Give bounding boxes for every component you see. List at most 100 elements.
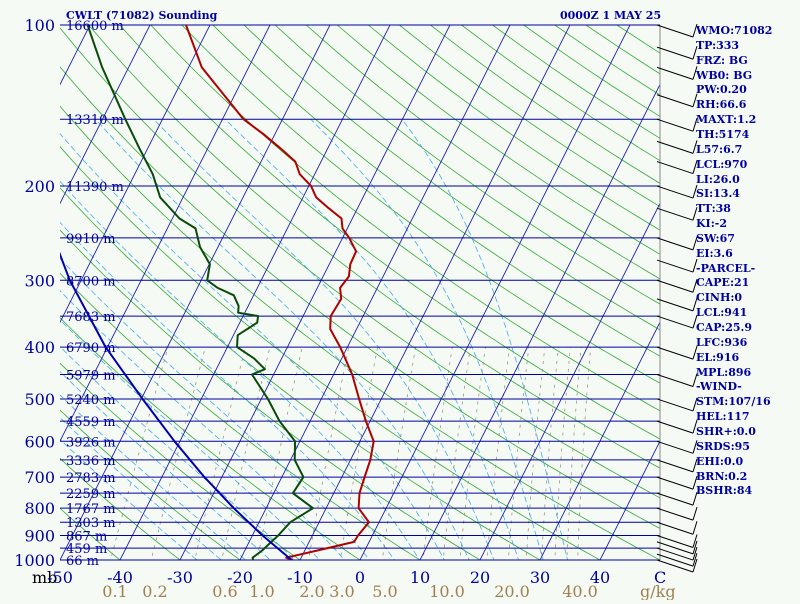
wind-barb <box>657 162 693 174</box>
height-label: 6790 m <box>66 341 116 356</box>
wind-barb <box>657 477 693 489</box>
mixing-ratio-tick-label: 40.0 <box>562 582 598 600</box>
chart-title: CWLT (71082) Sounding <box>66 9 217 22</box>
pressure-tick-label: 500 <box>24 390 55 409</box>
index-item: CAP:25.9 <box>696 322 752 334</box>
index-item: BRN:0.2 <box>696 471 747 483</box>
mixing-ratio-unit-label: g/kg <box>640 582 676 600</box>
index-item: PW:0.20 <box>696 84 747 96</box>
temperature-tick-label: -50 <box>47 568 73 587</box>
mixing-ratio-tick-label: 0.6 <box>212 582 237 600</box>
wind-barb <box>657 374 693 386</box>
wind-barb <box>657 67 693 79</box>
wind-barb <box>657 347 693 359</box>
wind-barb <box>657 548 693 560</box>
wind-barb <box>657 316 693 328</box>
pressure-tick-label: 100 <box>24 16 55 35</box>
index-item: STM:107/16 <box>696 396 771 408</box>
index-item: CAPE:21 <box>696 277 749 289</box>
pressure-tick-label: 900 <box>24 527 55 546</box>
index-item: BSHR:84 <box>696 485 752 497</box>
height-label: 5240 m <box>66 393 116 408</box>
pressure-tick-label: 700 <box>24 468 55 487</box>
wind-barb <box>657 460 693 472</box>
index-item: LCL:970 <box>696 159 747 171</box>
index-item: EI:3.6 <box>696 248 733 260</box>
index-item: SI:13.4 <box>696 188 740 200</box>
wind-barb <box>657 522 693 534</box>
wind-barb <box>657 260 693 272</box>
index-item: MPL:896 <box>696 367 751 379</box>
height-label: 4559 m <box>66 415 116 430</box>
mixing-ratio-tick-label: 5.0 <box>372 582 397 600</box>
index-item: TT:38 <box>696 203 731 215</box>
mixing-ratio-tick-label: 20.0 <box>494 582 530 600</box>
mixing-ratio-tick-label: 1.0 <box>249 582 274 600</box>
pressure-tick-label: 300 <box>24 271 55 290</box>
wind-barb-flag <box>693 535 697 548</box>
wind-barb <box>657 280 693 292</box>
index-item: EHI:0.0 <box>696 456 743 468</box>
index-item: WB0: BG <box>696 70 752 82</box>
mixing-ratio-tick-label: 0.2 <box>142 582 167 600</box>
height-label: 2259 m <box>66 487 116 502</box>
mixing-ratio-tick-label: 2.0 <box>299 582 324 600</box>
wind-barb <box>657 141 693 153</box>
index-item: CINH:0 <box>696 292 742 304</box>
wind-barbs <box>657 24 697 572</box>
plot-area <box>60 25 660 560</box>
index-item: HEL:117 <box>696 411 750 423</box>
height-label: 5979 m <box>66 368 116 383</box>
temperature-tick-label: 0 <box>355 568 365 587</box>
temperature-tick-label: -30 <box>167 568 193 587</box>
wind-barb <box>657 493 693 505</box>
wind-barb <box>657 25 693 37</box>
index-item: L57:6.7 <box>696 144 742 156</box>
index-item: WMO:71082 <box>696 25 772 37</box>
index-item: EL:916 <box>696 352 739 364</box>
index-item: LCL:941 <box>696 307 747 319</box>
wind-barb <box>657 208 693 220</box>
index-item: KI:-2 <box>696 218 727 230</box>
pressure-tick-label: 400 <box>24 338 55 357</box>
index-item: MAXT:1.2 <box>696 114 756 126</box>
wind-barb <box>657 399 693 411</box>
index-item: TP:333 <box>696 40 739 52</box>
wind-barb-flag <box>693 507 697 520</box>
pressure-tick-label: 200 <box>24 177 55 196</box>
height-label: 8700 m <box>66 274 116 289</box>
index-item: SW:67 <box>696 233 735 245</box>
index-item: SRDS:95 <box>696 441 750 453</box>
height-label: 3926 m <box>66 435 116 450</box>
height-label: 66 m <box>66 554 99 569</box>
wind-barb <box>657 186 693 198</box>
wind-barb <box>657 554 693 566</box>
pressure-tick-label: 600 <box>24 432 55 451</box>
index-item: RH:66.6 <box>696 99 746 111</box>
height-label: 11390 m <box>66 180 124 195</box>
height-label: 9910 m <box>66 232 116 247</box>
wind-barb <box>657 47 693 59</box>
index-item: TH:5174 <box>696 129 749 141</box>
height-label: 2783 m <box>66 471 116 486</box>
wind-barb <box>657 119 693 131</box>
index-item: FRZ: BG <box>696 55 748 67</box>
wind-barb <box>657 238 693 250</box>
index-item: LFC:936 <box>696 337 747 349</box>
mixing-ratio-tick-label: 10.0 <box>429 582 465 600</box>
mixing-ratio-tick-label: 0.1 <box>102 582 127 600</box>
mixing-ratio-tick-label: 3.0 <box>329 582 354 600</box>
temperature-tick-label: 10 <box>410 568 430 587</box>
index-item: -WIND- <box>696 381 742 393</box>
temperature-tick-label: 20 <box>470 568 490 587</box>
wind-barb <box>657 536 693 548</box>
height-label: 13310 m <box>66 113 124 128</box>
wind-barb-flag <box>693 521 697 534</box>
index-item: LI:26.0 <box>696 174 740 186</box>
wind-barb <box>657 95 693 107</box>
height-label: 1767 m <box>66 502 116 517</box>
wind-barb <box>657 441 693 453</box>
wind-barb <box>657 421 693 433</box>
